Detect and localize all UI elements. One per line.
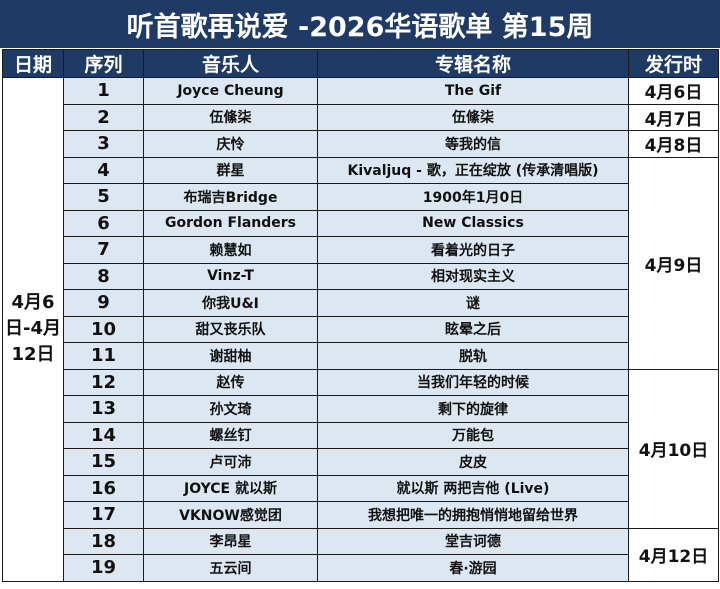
table-row: 8 Vinz-T 相对现实主义 [3, 262, 719, 290]
release-date-cell: 4月10日 [628, 368, 719, 529]
album-cell: 伍絛柒 [317, 103, 629, 131]
table-row: 19 五云间 春·游园 [3, 554, 719, 582]
artist-cell: 谢甜柚 [143, 342, 318, 370]
header-date: 日期 [2, 49, 64, 78]
artist-cell: Vinz-T [143, 262, 318, 290]
table-row: 15 卢可沛 皮皮 [3, 448, 719, 476]
album-cell: New Classics [317, 209, 629, 237]
table-row: 10 甜又丧乐队 眩晕之后 [3, 315, 719, 343]
table-row: 18 李昂星 堂吉诃德 4月12日 [3, 527, 719, 582]
seq-cell: 6 [63, 209, 144, 237]
seq-cell: 11 [63, 342, 144, 370]
seq-cell: 17 [63, 501, 144, 529]
album-cell: 我想把唯一的拥抱悄悄地留给世界 [317, 501, 629, 529]
seq-cell: 13 [63, 395, 144, 423]
release-date-cell: 4月7日 [628, 103, 719, 131]
album-cell: 皮皮 [317, 448, 629, 476]
seq-cell: 8 [63, 262, 144, 290]
artist-cell: Joyce Cheung [143, 77, 318, 105]
album-cell: 眩晕之后 [317, 315, 629, 343]
seq-cell: 9 [63, 289, 144, 317]
table-row: 7 赖慧如 看着光的日子 [3, 236, 719, 264]
seq-cell: 7 [63, 236, 144, 264]
artist-cell: Gordon Flanders [143, 209, 318, 237]
header-artist: 音乐人 [143, 49, 318, 78]
table-row: 14 螺丝钉 万能包 [3, 421, 719, 449]
seq-cell: 15 [63, 448, 144, 476]
playlist-table: 日期 序列 音乐人 专辑名称 发行时 4月6日-4月12日 1 Joyce Cheu… [2, 49, 719, 582]
artist-cell: VKNOW感觉团 [143, 501, 318, 529]
artist-cell: 布瑞吉Bridge [143, 183, 318, 211]
seq-cell: 12 [63, 368, 144, 396]
seq-cell: 14 [63, 421, 144, 449]
artist-cell: 螺丝钉 [143, 421, 318, 449]
artist-cell: 赖慧如 [143, 236, 318, 264]
table-row: 16 JOYCE 就以斯 就以斯 两把吉他 (Live) [3, 474, 719, 502]
table-row: 12 赵传 当我们年轻的时候 4月10日 [3, 368, 719, 529]
album-cell: The Gif [317, 77, 629, 105]
seq-cell: 3 [63, 130, 144, 158]
album-cell: 相对现实主义 [317, 262, 629, 290]
album-cell: 万能包 [317, 421, 629, 449]
album-cell: 看着光的日子 [317, 236, 629, 264]
page-title: 听首歌再说爱 -2026华语歌单 第15周 [0, 0, 720, 48]
album-cell: 堂吉诃德 [317, 527, 629, 555]
artist-cell: 庆怜 [143, 130, 318, 158]
table-body: 4月6日-4月12日 1 Joyce Cheung The Gif 4月6日 2 伍絛柒 伍絛… [2, 77, 719, 582]
artist-cell: 赵传 [143, 368, 318, 396]
artist-cell: 伍絛柒 [143, 103, 318, 131]
album-cell: 谜 [317, 289, 629, 317]
table-row: 5 布瑞吉Bridge 1900年1月0日 [3, 183, 719, 211]
artist-cell: 群星 [143, 156, 318, 184]
seq-cell: 10 [63, 315, 144, 343]
table-row: 4 群星 Kivaljuq - 歌，正在绽放 (传承清唱版) 4月9日 [3, 156, 719, 370]
table-row: 9 你我U&I 谜 [3, 289, 719, 317]
header-album: 专辑名称 [317, 49, 629, 78]
header-row: 日期 序列 音乐人 专辑名称 发行时 [2, 49, 719, 78]
release-date-cell: 4月8日 [628, 130, 719, 158]
artist-cell: 卢可沛 [143, 448, 318, 476]
release-date-cell: 4月6日 [628, 77, 719, 105]
table-row: 13 孙文琦 剩下的旋律 [3, 395, 719, 423]
album-cell: 1900年1月0日 [317, 183, 629, 211]
table-row: 11 谢甜柚 脱轨 [3, 342, 719, 370]
header-seq: 序列 [63, 49, 144, 78]
seq-cell: 1 [63, 77, 144, 105]
artist-cell: 你我U&I [143, 289, 318, 317]
table-row: 2 伍絛柒 伍絛柒 4月7日 [3, 103, 719, 131]
album-cell: 春·游园 [317, 554, 629, 582]
album-cell: 脱轨 [317, 342, 629, 370]
seq-cell: 16 [63, 474, 144, 502]
artist-cell: 五云间 [143, 554, 318, 582]
table-row: 3 庆怜 等我的信 4月8日 [3, 130, 719, 158]
seq-cell: 5 [63, 183, 144, 211]
release-date-cell: 4月12日 [628, 527, 719, 582]
album-cell: 等我的信 [317, 130, 629, 158]
album-cell: 当我们年轻的时候 [317, 368, 629, 396]
seq-cell: 18 [63, 527, 144, 555]
artist-cell: 李昂星 [143, 527, 318, 555]
seq-cell: 4 [63, 156, 144, 184]
release-date-cell: 4月9日 [628, 156, 719, 370]
artist-cell: 孙文琦 [143, 395, 318, 423]
album-cell: Kivaljuq - 歌，正在绽放 (传承清唱版) [317, 156, 629, 184]
week-date-cell: 4月6日-4月12日 [2, 77, 64, 582]
table-row: 4月6日-4月12日 1 Joyce Cheung The Gif 4月6日 [2, 77, 719, 582]
table-row: 6 Gordon Flanders New Classics [3, 209, 719, 237]
table-row: 17 VKNOW感觉团 我想把唯一的拥抱悄悄地留给世界 [3, 501, 719, 529]
artist-cell: 甜又丧乐队 [143, 315, 318, 343]
album-cell: 剩下的旋律 [317, 395, 629, 423]
seq-cell: 2 [63, 103, 144, 131]
album-cell: 就以斯 两把吉他 (Live) [317, 474, 629, 502]
seq-cell: 19 [63, 554, 144, 582]
header-release: 发行时 [628, 49, 719, 78]
artist-cell: JOYCE 就以斯 [143, 474, 318, 502]
